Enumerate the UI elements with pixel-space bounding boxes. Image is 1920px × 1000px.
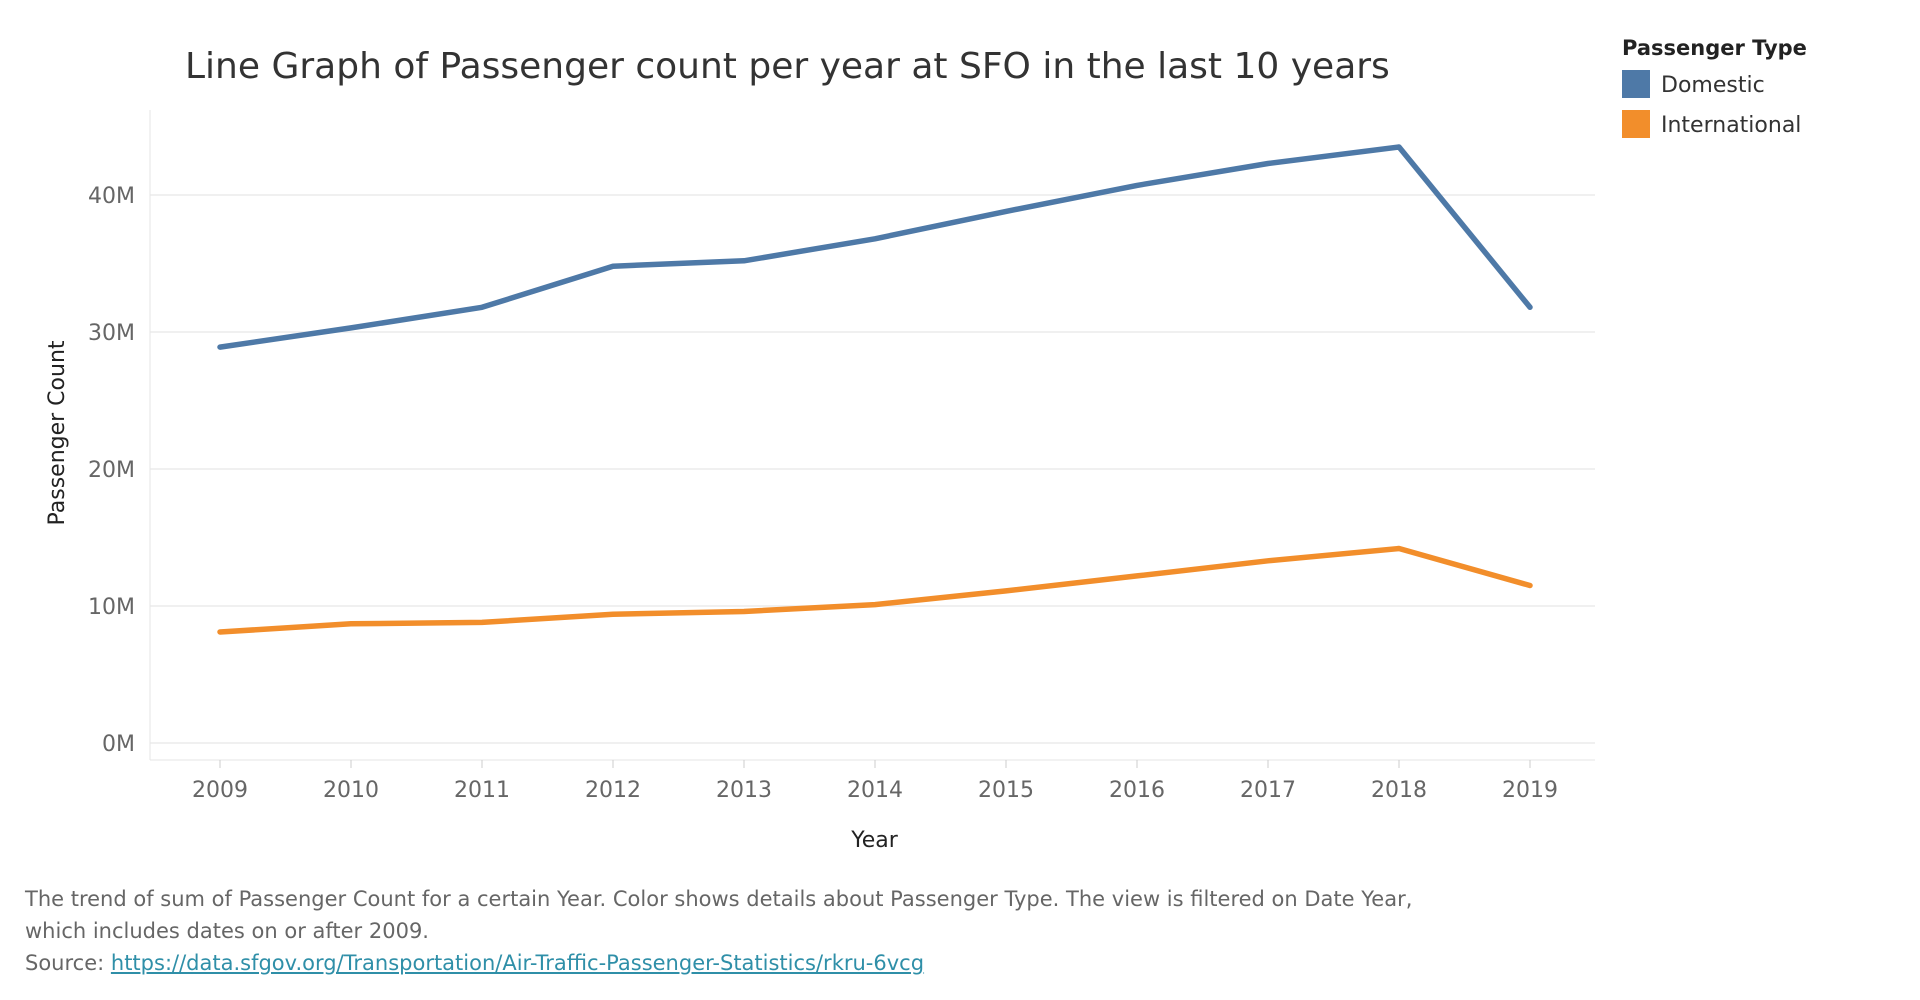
axes: 0M 10M 20M 30M 40M 2009 2010 2011 2012 2013 2014 20… bbox=[45, 110, 1595, 853]
legend-swatch-domestic[interactable] bbox=[1622, 70, 1650, 98]
caption-line-2: which includes dates on or after 2009. bbox=[25, 919, 429, 943]
legend-label-domestic[interactable]: Domestic bbox=[1661, 73, 1765, 98]
x-tick-label: 2013 bbox=[716, 778, 772, 803]
legend-label-international[interactable]: International bbox=[1661, 113, 1801, 138]
x-axis-title: Year bbox=[850, 828, 899, 853]
gridlines bbox=[150, 194, 1595, 744]
series-line-international bbox=[217, 545, 1533, 635]
caption-source: Source: https://data.sfgov.org/Transport… bbox=[25, 947, 1625, 979]
y-tick-label: 10M bbox=[88, 595, 135, 620]
chart-title: Line Graph of Passenger count per year a… bbox=[185, 46, 1390, 87]
x-tick-label: 2014 bbox=[847, 778, 903, 803]
legend[interactable]: Passenger Type Domestic International bbox=[1622, 36, 1807, 138]
x-tick-label: 2016 bbox=[1109, 778, 1165, 803]
legend-swatch-international[interactable] bbox=[1622, 110, 1650, 138]
y-tick-label: 30M bbox=[88, 321, 135, 346]
caption-line-1: The trend of sum of Passenger Count for … bbox=[25, 887, 1413, 911]
x-tick-label: 2019 bbox=[1502, 778, 1558, 803]
x-tick-label: 2017 bbox=[1240, 778, 1296, 803]
legend-title: Passenger Type bbox=[1622, 36, 1807, 60]
source-link[interactable]: https://data.sfgov.org/Transportation/Ai… bbox=[110, 951, 925, 975]
source-label: Source: bbox=[25, 951, 111, 975]
y-tick-label: 0M bbox=[102, 732, 135, 757]
series-line-domestic bbox=[217, 144, 1533, 350]
series-lines bbox=[217, 144, 1533, 635]
x-tick-label: 2015 bbox=[978, 778, 1034, 803]
x-tick-label: 2010 bbox=[323, 778, 379, 803]
x-tick-label: 2009 bbox=[192, 778, 248, 803]
y-tick-label: 20M bbox=[88, 458, 135, 483]
y-tick-label: 40M bbox=[88, 184, 135, 209]
chart-caption: The trend of sum of Passenger Count for … bbox=[25, 883, 1625, 979]
x-tick-label: 2012 bbox=[585, 778, 641, 803]
y-axis-title: Passenger Count bbox=[45, 340, 70, 525]
x-tick-label: 2011 bbox=[454, 778, 510, 803]
x-tick-label: 2018 bbox=[1371, 778, 1427, 803]
